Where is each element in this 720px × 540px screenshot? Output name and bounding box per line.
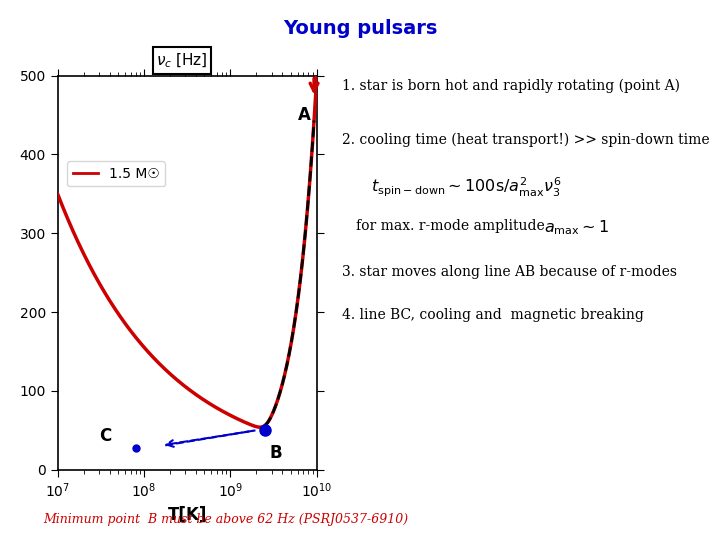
Legend: 1.5 M☉: 1.5 M☉ <box>67 161 165 186</box>
X-axis label: T[K]: T[K] <box>168 506 207 524</box>
Text: for max. r-mode amplitude: for max. r-mode amplitude <box>356 219 545 233</box>
Text: 2. cooling time (heat transport!) >> spin-down time: 2. cooling time (heat transport!) >> spi… <box>342 132 710 147</box>
Text: $a_{\mathrm{max}} \sim 1$: $a_{\mathrm{max}} \sim 1$ <box>544 219 608 238</box>
Text: Minimum point  B must be above 62 Hz (PSRJ0537-6910): Minimum point B must be above 62 Hz (PSR… <box>43 514 408 526</box>
Text: B: B <box>269 444 282 462</box>
Text: C: C <box>99 428 112 445</box>
Text: A: A <box>298 106 311 124</box>
Text: 4. line BC, cooling and  magnetic breaking: 4. line BC, cooling and magnetic breakin… <box>342 308 644 322</box>
Text: Young pulsars: Young pulsars <box>283 19 437 38</box>
Text: $t_{\mathrm{spin-down}} \sim 100\mathrm{s}/a_{\mathrm{max}}^2\nu_3^6$: $t_{\mathrm{spin-down}} \sim 100\mathrm{… <box>371 176 561 199</box>
Text: 1. star is born hot and rapidly rotating (point A): 1. star is born hot and rapidly rotating… <box>342 78 680 93</box>
Text: 3. star moves along line AB because of r-modes: 3. star moves along line AB because of r… <box>342 265 677 279</box>
Text: $\nu_c$ [Hz]: $\nu_c$ [Hz] <box>156 51 207 70</box>
